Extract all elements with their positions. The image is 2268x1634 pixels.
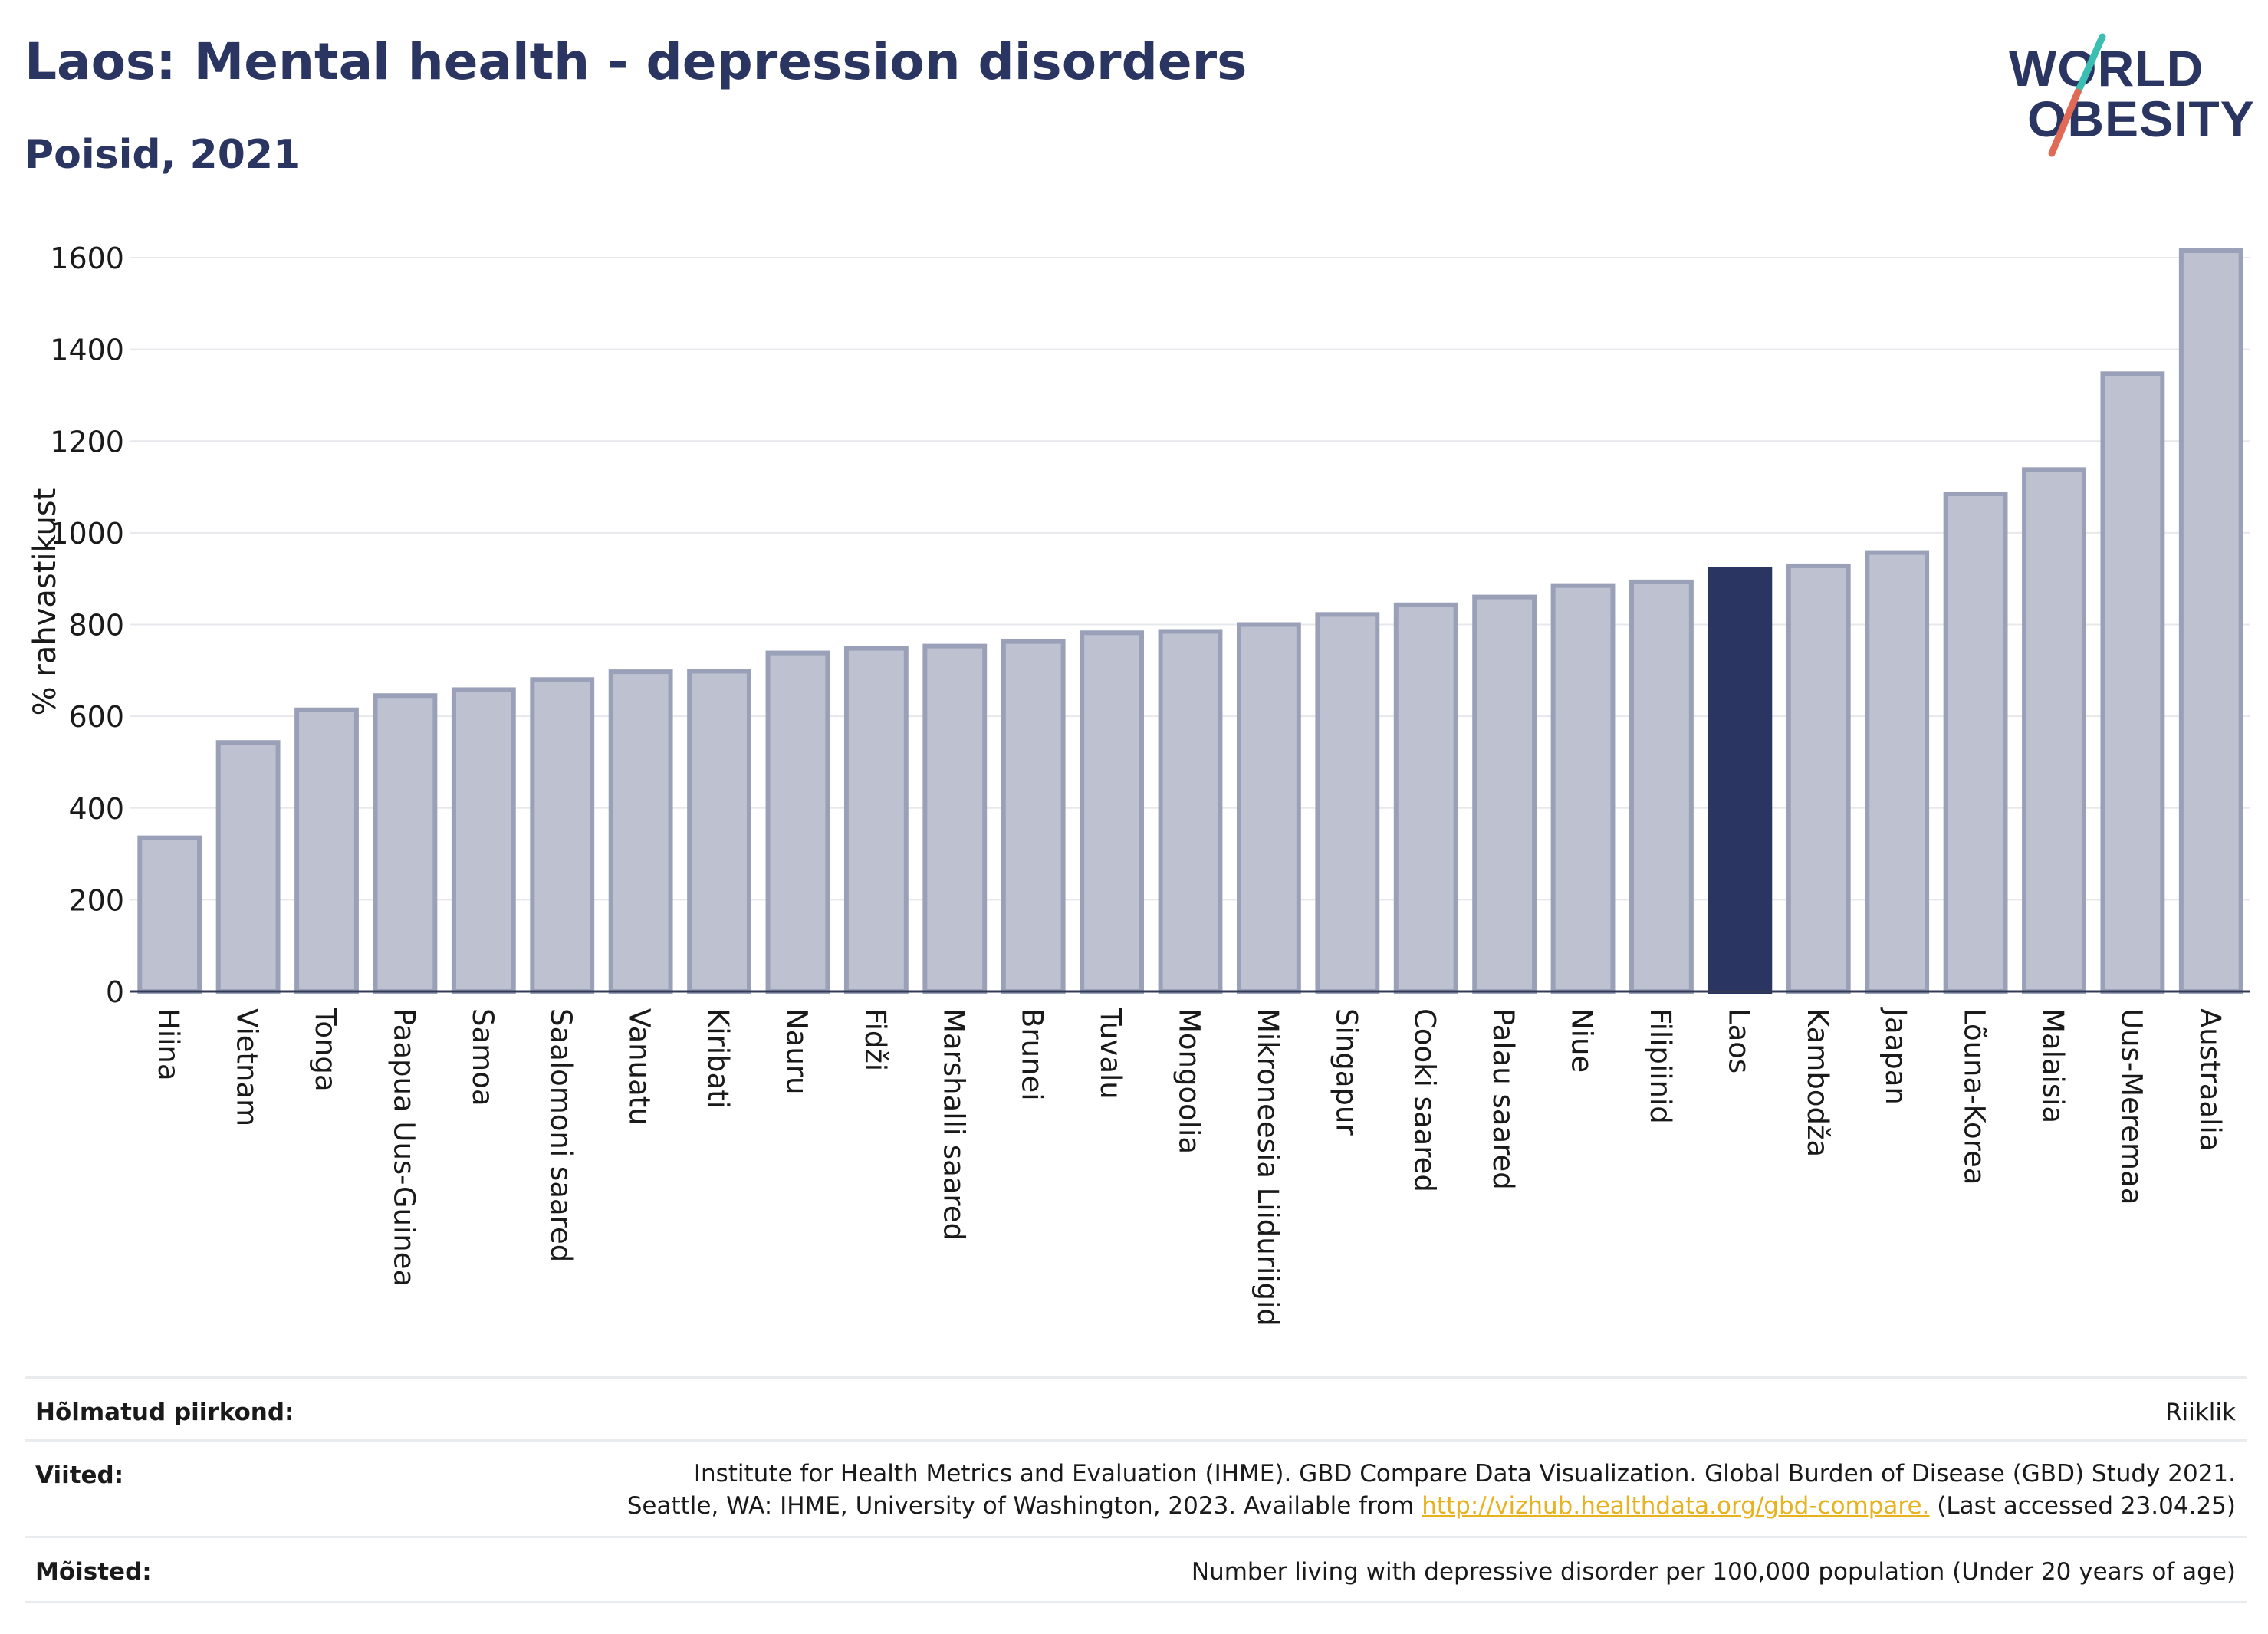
bar (608, 669, 673, 994)
bar (1472, 594, 1537, 994)
bar (1158, 629, 1223, 994)
y-tick-label: 1200 (50, 425, 124, 459)
logo-slash-top (2074, 33, 2106, 96)
footer-region-row: Hõlmatud piirkond: Riiklik (25, 1376, 2247, 1442)
footer-refs-row: Viited: Institute for Health Metrics and… (25, 1439, 2247, 1538)
footer-refs-label: Viited: (35, 1461, 124, 1489)
x-tick-label: Tonga (309, 1008, 342, 1092)
bar (2100, 371, 2165, 994)
bar (1786, 563, 1851, 994)
x-tick-label: Brunei (1016, 1008, 1049, 1101)
x-tick-label: Paapua Uus-Guinea (387, 1008, 420, 1287)
bar (1080, 630, 1145, 994)
bar (765, 650, 830, 994)
bar (1315, 612, 1380, 994)
footer-refs-post: (Last accessed 23.04.25) (1929, 1492, 2236, 1520)
x-tick-label: Filipiinid (1644, 1008, 1677, 1124)
bar (1236, 622, 1301, 994)
x-tick-label: Fidži (859, 1008, 892, 1071)
bar (530, 677, 595, 995)
bar (215, 740, 281, 994)
page-title: Laos: Mental health - depression disorde… (25, 32, 1247, 91)
x-tick-label: Uus-Meremaa (2115, 1008, 2148, 1205)
footer-region-label: Hõlmatud piirkond: (35, 1399, 294, 1426)
x-tick-label: Cooki saared (1408, 1008, 1441, 1192)
y-tick-label: 600 (68, 700, 124, 734)
bar (2022, 467, 2086, 994)
footer-def-value: Number living with depressive disorder p… (1191, 1558, 2236, 1586)
x-tick-label: Kambodža (1801, 1008, 1834, 1157)
x-tick-label: Kiribati (702, 1008, 735, 1109)
y-tick-label: 1600 (50, 242, 124, 275)
x-tick-label: Samoa (466, 1008, 499, 1106)
x-tick-label: Vanuatu (623, 1008, 656, 1126)
x-tick-label: Saalomoni saared (544, 1008, 577, 1262)
x-tick-labels: Hiina Vietnam Tonga Paapua Uus-Guinea Samoa S… (152, 1007, 2227, 1327)
footer-def-row: Mõisted: Number living with depressive d… (25, 1536, 2247, 1603)
footer-region-value: Riiklik (2165, 1399, 2236, 1426)
bar (1550, 583, 1616, 994)
x-tick-label: Mikroneesia Liiduriigid (1251, 1008, 1284, 1327)
footer-def-label: Mõisted: (35, 1558, 152, 1586)
x-tick-label: Laos (1722, 1008, 1755, 1073)
x-tick-label: Nauru (780, 1008, 813, 1094)
bar (294, 707, 359, 994)
bar-chart: 0 200 400 600 800 1000 1200 1400 1600 Hiina Vietn… (28, 242, 2250, 1327)
bar (451, 687, 516, 995)
bar (1865, 550, 1930, 994)
footer-refs-line1: Institute for Health Metrics and Evaluat… (693, 1460, 2236, 1488)
y-tick-label: 200 (68, 883, 124, 917)
footer-refs-pre: Seattle, WA: IHME, University of Washing… (626, 1492, 1422, 1520)
footer-refs-line2: Seattle, WA: IHME, University of Washing… (627, 1492, 2236, 1520)
x-tick-label: Malaisia (2036, 1008, 2069, 1123)
bar (373, 693, 438, 994)
x-tick-label: Lõuna-Korea (1958, 1008, 1991, 1185)
footer-refs-link[interactable]: http://vizhub.healthdata.org/gbd-compare… (1422, 1492, 1930, 1520)
x-tick-label: Palau saared (1487, 1008, 1520, 1190)
y-tick-label: 400 (68, 792, 124, 826)
bar (1943, 492, 2008, 994)
logo-slash-bottom (2048, 88, 2082, 157)
x-tick-label: Austraalia (2194, 1008, 2227, 1151)
x-tick-label: Marshalli saared (937, 1008, 970, 1241)
bar (843, 646, 909, 994)
bars (137, 248, 2243, 995)
x-tick-label: Jaapan (1879, 1007, 1912, 1105)
world-obesity-logo: WORLD OBESITY (2009, 33, 2254, 157)
logo-line1: WORLD (2009, 40, 2204, 97)
bar (137, 835, 202, 995)
x-tick-label: Niue (1566, 1008, 1599, 1073)
bar (687, 669, 751, 994)
x-tick-label: Hiina (152, 1008, 185, 1081)
x-tick-label: Mongoolia (1173, 1008, 1206, 1154)
bar (2178, 248, 2243, 994)
bar (1629, 579, 1694, 994)
y-tick-labels: 0 200 400 600 800 1000 1200 1400 1600 (50, 242, 124, 1009)
x-tick-label: Tuvalu (1094, 1008, 1127, 1100)
bar (1001, 639, 1066, 994)
bar-highlighted (1708, 567, 1773, 994)
y-tick-label: 0 (106, 975, 124, 1009)
bar (1393, 602, 1458, 994)
y-tick-label: 800 (68, 609, 124, 643)
x-tick-label: Singapur (1330, 1008, 1362, 1136)
page-subtitle: Poisid, 2021 (25, 132, 301, 178)
x-tick-label: Vietnam (231, 1008, 264, 1126)
bar (922, 643, 988, 994)
y-tick-label: 1400 (50, 334, 124, 367)
y-tick-label: 1000 (50, 517, 124, 551)
y-axis-label: % rahvastikust (28, 488, 63, 716)
